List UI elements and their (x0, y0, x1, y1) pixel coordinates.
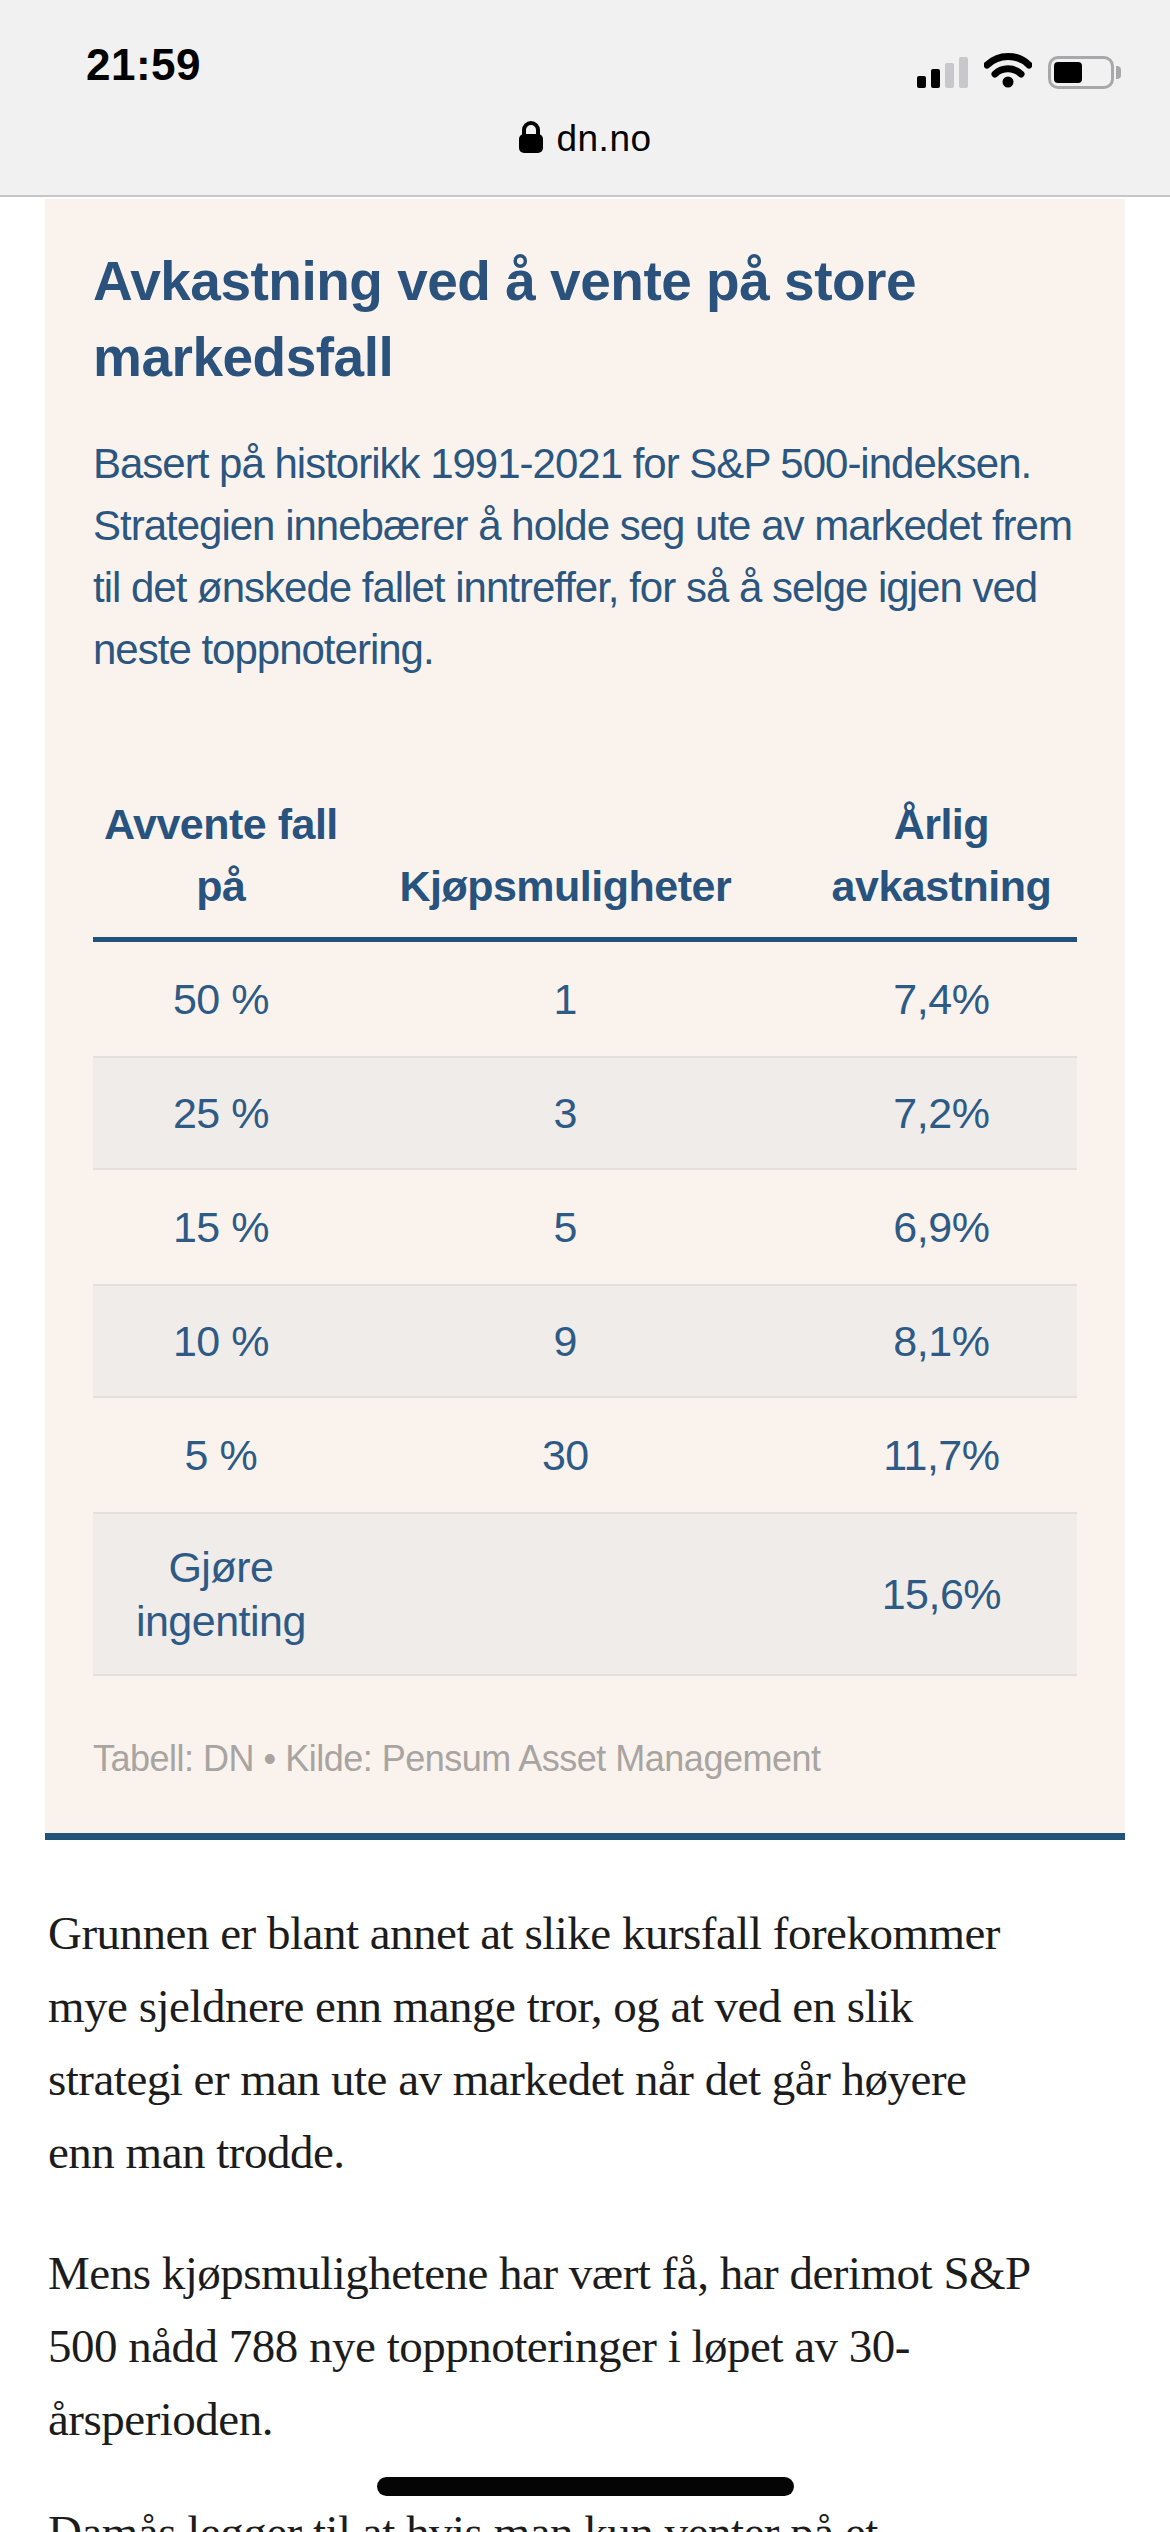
battery-icon (1048, 56, 1114, 89)
table-body: 50 %17,4%25 %37,2%15 %56,9%10 %98,1%5 %3… (93, 942, 1077, 1676)
url-domain: dn.no (556, 118, 651, 160)
table-cell: 15,6% (782, 1567, 1077, 1621)
table-cell: 7,2% (782, 1086, 1077, 1140)
table-cell: 5 (349, 1200, 782, 1254)
table-header-row: Avvente fall påKjøpsmuligheterÅrlig avka… (93, 793, 1077, 942)
table-cell: Gjøre ingenting (93, 1540, 349, 1648)
table-cell: 3 (349, 1086, 782, 1140)
infographic-panel: Avkastning ved å vente på store markedsf… (45, 199, 1125, 1840)
table-cell: 1 (349, 972, 782, 1026)
table-row: 15 %56,9% (93, 1170, 1077, 1284)
table-cell: 15 % (93, 1200, 349, 1254)
table-row: 50 %17,4% (93, 942, 1077, 1056)
table-cell: 11,7% (782, 1428, 1077, 1482)
table-cell: 50 % (93, 972, 349, 1026)
table-column-header: Årlig avkastning (782, 793, 1077, 917)
table-cell: 25 % (93, 1086, 349, 1140)
status-icons (917, 52, 1114, 92)
table-column-header: Kjøpsmuligheter (349, 855, 782, 917)
browser-chrome: 21:59 dn.no (0, 0, 1170, 197)
table-source-credit: Tabell: DN • Kilde: Pensum Asset Managem… (93, 1738, 1077, 1780)
status-time: 21:59 (86, 40, 201, 90)
data-table: Avvente fall påKjøpsmuligheterÅrlig avka… (93, 793, 1077, 1676)
table-cell: 10 % (93, 1314, 349, 1368)
table-row: 10 %98,1% (93, 1284, 1077, 1398)
table-row: Gjøre ingenting 15,6% (93, 1512, 1077, 1676)
infographic-title: Avkastning ved å vente på store markedsf… (93, 243, 1077, 395)
home-indicator[interactable] (377, 2477, 794, 2496)
table-cell: 6,9% (782, 1200, 1077, 1254)
table-cell: 7,4% (782, 972, 1077, 1026)
cellular-signal-icon (917, 56, 968, 88)
address-bar[interactable]: dn.no (0, 118, 1170, 160)
article-body: Grunnen er blant annet at slike kursfall… (48, 1847, 1040, 2532)
table-cell: 30 (349, 1428, 782, 1482)
article-paragraph: Grunnen er blant annet at slike kursfall… (48, 1897, 1040, 2189)
table-column-header: Avvente fall på (93, 793, 349, 917)
table-cell: 8,1% (782, 1314, 1077, 1368)
table-row: 5 %3011,7% (93, 1398, 1077, 1512)
table-row: 25 %37,2% (93, 1056, 1077, 1170)
article-paragraph: Mens kjøpsmulighetene har vært få, har d… (48, 2237, 1040, 2456)
table-cell: 9 (349, 1314, 782, 1368)
table-cell: 5 % (93, 1428, 349, 1482)
infographic-description: Basert på historikk 1991-2021 for S&P 50… (93, 433, 1077, 681)
lock-icon (518, 120, 544, 158)
article-paragraph: Damås legger til at hvis man kun venter … (48, 2496, 1040, 2532)
wifi-icon (984, 52, 1032, 92)
